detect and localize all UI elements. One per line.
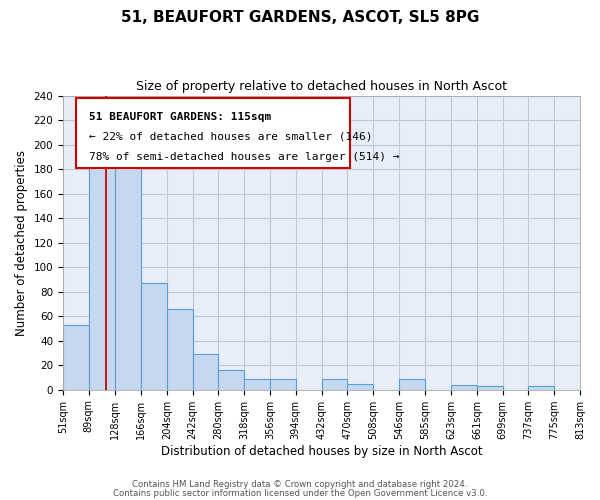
Bar — [347, 384, 373, 390]
Bar — [580, 388, 600, 390]
Bar — [477, 386, 503, 390]
Text: 51 BEAUFORT GARDENS: 115sqm: 51 BEAUFORT GARDENS: 115sqm — [89, 112, 271, 122]
Bar — [141, 283, 167, 390]
Text: Contains public sector information licensed under the Open Government Licence v3: Contains public sector information licen… — [113, 488, 487, 498]
Bar — [451, 385, 477, 390]
Bar — [322, 378, 347, 390]
Text: 78% of semi-detached houses are larger (514) →: 78% of semi-detached houses are larger (… — [89, 152, 400, 162]
Bar — [244, 378, 270, 390]
Text: 51, BEAUFORT GARDENS, ASCOT, SL5 8PG: 51, BEAUFORT GARDENS, ASCOT, SL5 8PG — [121, 10, 479, 25]
Title: Size of property relative to detached houses in North Ascot: Size of property relative to detached ho… — [136, 80, 507, 93]
Text: Contains HM Land Registry data © Crown copyright and database right 2024.: Contains HM Land Registry data © Crown c… — [132, 480, 468, 489]
X-axis label: Distribution of detached houses by size in North Ascot: Distribution of detached houses by size … — [161, 444, 482, 458]
Bar — [399, 378, 425, 390]
Bar — [270, 378, 296, 390]
Bar — [193, 354, 218, 390]
Bar — [89, 156, 115, 390]
Text: ← 22% of detached houses are smaller (146): ← 22% of detached houses are smaller (14… — [89, 132, 373, 141]
Bar — [218, 370, 244, 390]
FancyBboxPatch shape — [76, 98, 350, 168]
Bar — [63, 325, 89, 390]
Bar — [167, 309, 193, 390]
Bar — [115, 164, 141, 390]
Y-axis label: Number of detached properties: Number of detached properties — [15, 150, 28, 336]
Bar — [529, 386, 554, 390]
